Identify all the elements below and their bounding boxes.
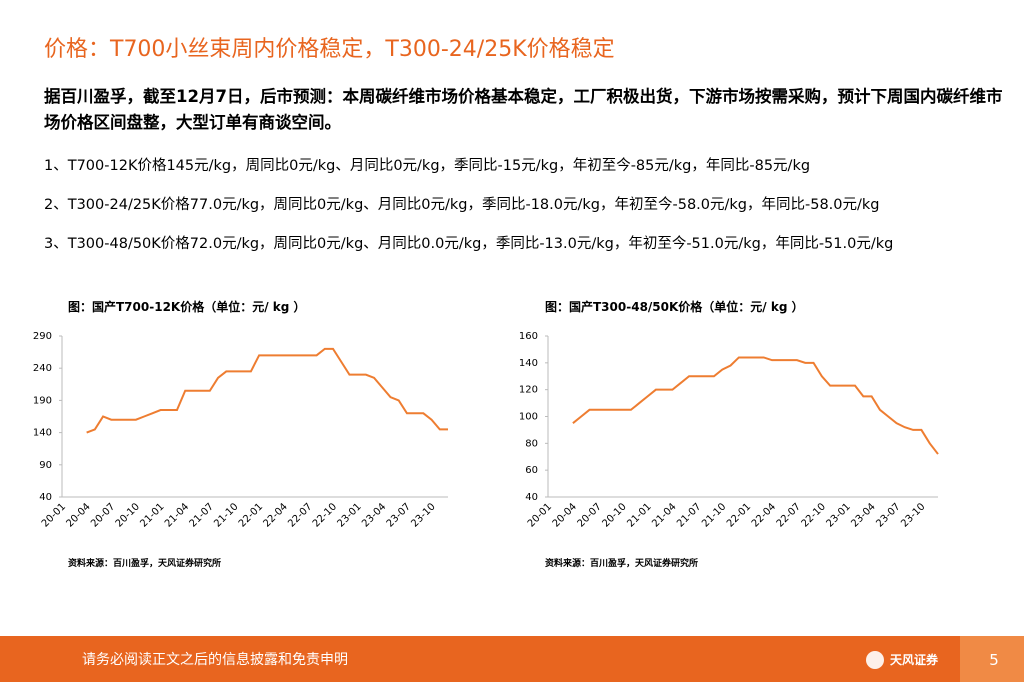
item: 3、T300-48/50K价格72.0元/kg，周同比0元/kg、月同比0.0元… <box>44 235 893 252</box>
item: 1、T700-12K价格145元/kg，周同比0元/kg、月同比0元/kg，季同… <box>44 157 810 174</box>
y-tick-label: 40 <box>525 492 538 503</box>
x-tick-label: 21-01 <box>138 501 166 529</box>
x-tick-label: 21-07 <box>675 501 703 529</box>
y-tick-label: 120 <box>519 385 538 396</box>
x-tick-label: 22-07 <box>286 501 314 529</box>
price-line <box>572 356 939 455</box>
y-tick-label: 140 <box>519 358 538 369</box>
summary-box: 据百川盈孚，截至12月7日，后市预测：本周碳纤维市场价格基本稳定，工厂积极出货，… <box>44 87 1003 132</box>
x-tick-label: 21-10 <box>700 501 728 529</box>
x-tick-label: 20-07 <box>89 501 117 529</box>
slide-title: 价格：T700小丝束周内价格稳定，T300-24/25K价格稳定 <box>44 37 615 62</box>
x-tick-label: 23-04 <box>360 501 388 529</box>
chart-title: 图：国产T700-12K价格（单位：元/ kg ） <box>68 299 306 314</box>
x-tick-label: 22-10 <box>800 501 828 529</box>
page-number: 5 <box>989 651 999 669</box>
x-tick-label: 21-04 <box>650 501 678 529</box>
x-tick-label: 23-04 <box>849 501 877 529</box>
x-tick-label: 20-04 <box>64 501 92 529</box>
x-tick-label: 20-10 <box>600 501 628 529</box>
x-tick-label: 21-10 <box>212 501 240 529</box>
y-tick-label: 190 <box>33 395 52 406</box>
x-tick-label: 20-10 <box>114 501 142 529</box>
x-tick-label: 22-04 <box>750 501 778 529</box>
disclaimer: 请务必阅读正文之后的信息披露和免责申明 <box>82 651 348 668</box>
y-tick-label: 140 <box>33 428 52 439</box>
x-tick-label: 23-01 <box>825 501 853 529</box>
y-tick-label: 160 <box>519 331 538 342</box>
x-tick-label: 23-01 <box>335 501 363 529</box>
x-tick-label: 22-04 <box>262 501 290 529</box>
y-tick-label: 290 <box>33 331 52 342</box>
x-tick-label: 21-04 <box>163 501 191 529</box>
x-tick-label: 23-10 <box>409 501 437 529</box>
y-tick-label: 80 <box>525 438 538 449</box>
chart-title: 图：国产T300-48/50K价格（单位：元/ kg ） <box>545 299 804 314</box>
x-tick-label: 20-01 <box>40 501 68 529</box>
x-tick-label: 23-10 <box>899 501 927 529</box>
x-tick-label: 22-10 <box>311 501 339 529</box>
chart-source: 资料来源：百川盈孚，天风证券研究所 <box>68 557 221 569</box>
price-line <box>86 347 448 434</box>
x-tick-label: 20-07 <box>576 501 604 529</box>
chart-source: 资料来源：百川盈孚，天风证券研究所 <box>545 557 698 569</box>
x-tick-label: 20-01 <box>526 501 554 529</box>
footer-accent <box>960 636 1024 682</box>
x-tick-label: 22-01 <box>237 501 265 529</box>
x-tick-label: 23-07 <box>874 501 902 529</box>
logo-text: 天风证券 <box>890 652 939 667</box>
y-tick-label: 240 <box>33 363 52 374</box>
x-tick-label: 21-07 <box>188 501 216 529</box>
y-tick-label: 40 <box>39 492 52 503</box>
y-tick-label: 90 <box>39 460 52 471</box>
logo-icon <box>866 651 884 669</box>
x-tick-label: 23-07 <box>385 501 413 529</box>
x-tick-label: 20-04 <box>551 501 579 529</box>
y-tick-label: 60 <box>525 465 538 476</box>
x-tick-label: 22-07 <box>775 501 803 529</box>
x-tick-label: 21-01 <box>625 501 653 529</box>
y-tick-label: 100 <box>519 412 538 423</box>
item: 2、T300-24/25K价格77.0元/kg，周同比0元/kg、月同比0元/k… <box>44 196 880 213</box>
summary: 据百川盈孚，截至12月7日，后市预测：本周碳纤维市场价格基本稳定，工厂积极出货，… <box>44 87 1003 132</box>
footer-bar <box>0 636 1024 682</box>
x-tick-label: 22-01 <box>725 501 753 529</box>
